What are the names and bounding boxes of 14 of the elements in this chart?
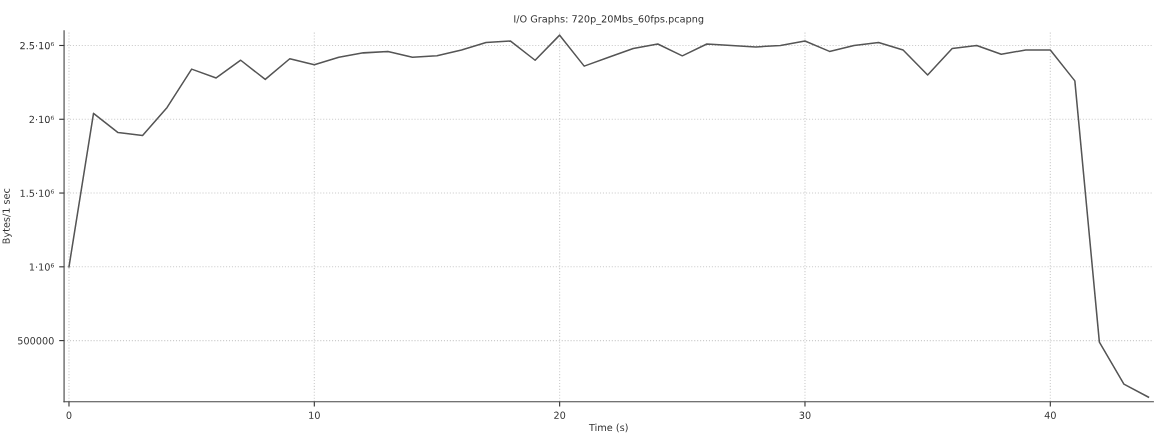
x-tick-label: 0 [66,411,72,419]
line-series [68,34,1150,398]
y-tick-label: 1·10⁶ [29,263,55,271]
x-tick-label: 10 [309,411,320,419]
x-tick-label: 40 [1044,411,1056,419]
y-tick-label: 2·10⁶ [29,115,55,124]
y-tick-label: 1.5·10⁶ [20,189,55,197]
x-tick-label: 30 [799,411,811,419]
y-tick-label: 500000 [17,337,54,345]
y-axis-title: Bytes/1 sec [2,188,12,244]
chart-title: I/O Graphs: 720p_20Mbs_60fps.pcapng [514,15,704,25]
x-axis-title: Time (s) [588,423,628,433]
y-tick-label: 2.5·10⁶ [20,41,55,50]
x-tick-label: 20 [554,411,566,419]
